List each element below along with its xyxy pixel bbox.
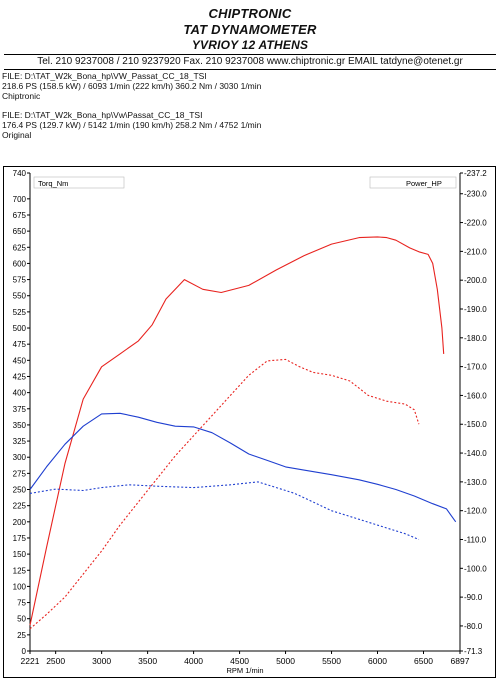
- file-result: 218.6 PS (158.5 kW) / 6093 1/min (222 km…: [2, 81, 262, 91]
- x-tick-label: 5500: [322, 656, 341, 666]
- file-label: Original: [2, 130, 32, 140]
- y-left-tick-label: 250: [13, 486, 27, 495]
- y-left-tick-label: 425: [13, 372, 27, 381]
- y-right-tick-label: -140.0: [464, 449, 487, 458]
- y-left-tick-label: 375: [13, 405, 27, 414]
- y-left-tick-label: 50: [17, 615, 26, 624]
- y-right-tick-label: -90.0: [464, 593, 483, 602]
- y-right-tick-label: -100.0: [464, 564, 487, 573]
- y-right-tick-label: -230.0: [464, 190, 487, 199]
- x-tick-label: 2500: [46, 656, 65, 666]
- y-right-tick-label: -220.0: [464, 219, 487, 228]
- y-right-tick-label: -160.0: [464, 391, 487, 400]
- y-left-tick-label: 300: [13, 453, 27, 462]
- y-left-tick-label: 0: [22, 647, 27, 656]
- x-tick-label: 6897: [451, 656, 470, 666]
- y-right-tick-label: -237.2: [464, 169, 487, 178]
- contact-line: Tel. 210 9237008 / 210 9237920 Fax. 210 …: [4, 54, 496, 70]
- y-right-tick-label: -210.0: [464, 247, 487, 256]
- x-tick-label: 6500: [414, 656, 433, 666]
- y-right-tick-label: -80.0: [464, 622, 483, 631]
- company-address: YVRIOY 12 ATHENS: [191, 38, 309, 52]
- x-tick-label: 6000: [368, 656, 387, 666]
- y-left-tick-label: 125: [13, 566, 27, 575]
- y-left-axis-label: Torq_Nm: [38, 179, 68, 188]
- y-left-tick-label: 350: [13, 421, 27, 430]
- y-left-tick-label: 675: [13, 211, 27, 220]
- x-tick-label: 3000: [92, 656, 111, 666]
- y-left-tick-label: 25: [17, 631, 26, 640]
- dyno-chart: 0 25 50 75 100 125 150 175 200 225 250 275 300 325 350…: [13, 169, 488, 675]
- series-line-power-chiptronic: [29, 358, 420, 630]
- y-right-tick-label: -71.3: [464, 647, 483, 656]
- y-left-tick-label: 575: [13, 276, 27, 285]
- y-right-tick-label: -170.0: [464, 363, 487, 372]
- y-right-axis-label: Power_HP: [406, 179, 442, 188]
- series-line-torque-original: [29, 412, 457, 523]
- y-right-tick-label: -190.0: [464, 305, 487, 314]
- x-tick-label: 3500: [138, 656, 157, 666]
- y-left-tick-label: 450: [13, 356, 27, 365]
- y-left-tick-label: 740: [13, 169, 27, 178]
- y-left-tick-label: 175: [13, 534, 27, 543]
- y-left-tick-label: 150: [13, 550, 27, 559]
- x-tick-label: 5000: [276, 656, 295, 666]
- y-right-tick-label: -200.0: [464, 276, 487, 285]
- y-right-tick-label: -120.0: [464, 507, 487, 516]
- x-tick-label: 4500: [230, 656, 249, 666]
- y-left-tick-label: 325: [13, 437, 27, 446]
- file-label: Chiptronic: [2, 91, 41, 101]
- y-left-tick-label: 100: [13, 582, 27, 591]
- y-left-tick-label: 475: [13, 340, 27, 349]
- y-left-tick-label: 650: [13, 227, 27, 236]
- y-left-tick-label: 75: [17, 599, 26, 608]
- series-line-torque-chiptronic: [29, 236, 445, 626]
- y-left-tick-label: 625: [13, 243, 27, 252]
- x-tick-label: 2221: [21, 656, 40, 666]
- x-tick-label: 4000: [184, 656, 203, 666]
- file-result: 176.4 PS (129.7 kW) / 5142 1/min (190 km…: [2, 120, 262, 130]
- y-left-tick-label: 400: [13, 389, 27, 398]
- y-left-tick-label: 275: [13, 469, 27, 478]
- y-right-tick-label: -130.0: [464, 478, 487, 487]
- y-right-label-box: [369, 176, 457, 189]
- y-right-tick-label: -110.0: [464, 535, 487, 544]
- y-right-tick-label: -180.0: [464, 334, 487, 343]
- company-name: CHIPTRONIC: [208, 6, 292, 21]
- y-left-tick-label: 600: [13, 259, 27, 268]
- x-axis-label: RPM 1/min: [226, 666, 263, 675]
- y-left-tick-label: 700: [13, 195, 27, 204]
- report-title: TAT DYNAMOMETER: [183, 22, 317, 37]
- y-left-tick-label: 225: [13, 502, 27, 511]
- chart-frame: 0 25 50 75 100 125 150 175 200 225 250 275 300 325 350…: [3, 166, 496, 678]
- y-left-tick-label: 525: [13, 308, 27, 317]
- series-line-power-original: [29, 481, 420, 541]
- y-left-tick-label: 500: [13, 324, 27, 333]
- file-path: FILE: D:\TAT_W2k_Bona_hp\Vw\Passat_CC_18…: [2, 110, 203, 120]
- y-left-label-box: [33, 176, 125, 189]
- y-right-tick-label: -150.0: [464, 420, 487, 429]
- y-left-tick-label: 550: [13, 292, 27, 301]
- y-left-tick-label: 200: [13, 518, 27, 527]
- file-path: FILE: D:\TAT_W2k_Bona_hp\VW_Passat_CC_18…: [2, 71, 207, 81]
